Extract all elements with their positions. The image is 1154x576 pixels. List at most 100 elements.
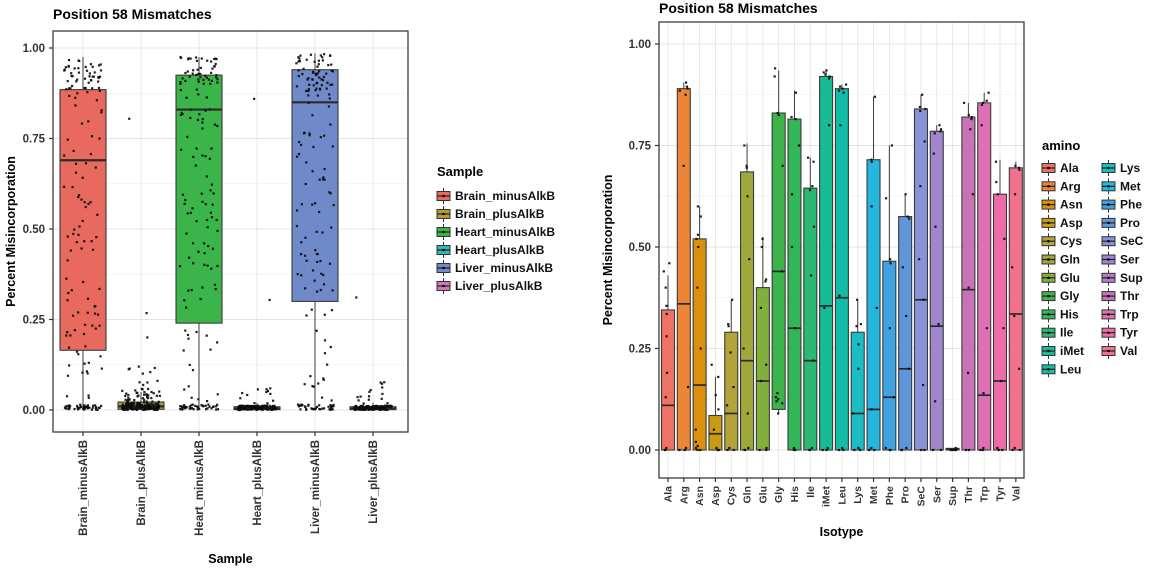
legend-item-Thr: Thr [1101, 288, 1140, 305]
legend-item-Tyr: Tyr [1101, 324, 1138, 341]
legend-item-label: Asp [1060, 216, 1083, 230]
boxplot-Leu [834, 84, 849, 451]
boxplot-Ala [660, 275, 676, 451]
x-tick-label: Heart_minusAlkB [194, 440, 206, 536]
sample-boxplot-figure: 0.00 0.25 0.50 0.75 1.00 Brain_minusAlkB Brain… [4, 6, 555, 566]
legend-item-Phe: Phe [1101, 196, 1142, 213]
x-tick-label: Brain_plusAlkB [136, 440, 148, 526]
x-tick-label: Trp [979, 486, 991, 502]
legend-item-Brain_minusAlkB: Brain_minusAlkB [436, 188, 555, 204]
x-tick-label: Leu [836, 486, 848, 505]
boxplot-Tyr [992, 159, 1008, 451]
legend-item-label: SeC [1120, 234, 1144, 248]
x-tick-label: Ser [931, 486, 943, 503]
legend: Sample Brain_minusAlkB Brain_plusAlkB Heart… [436, 164, 555, 294]
legend-item-label: Leu [1060, 362, 1081, 376]
legend-item-label: Trp [1120, 307, 1139, 321]
legend-item-SeC: SeC [1101, 233, 1144, 250]
boxplot-Ile [803, 157, 818, 451]
legend-item-Met: Met [1101, 178, 1141, 195]
x-axis-title: Sample [208, 552, 253, 566]
legend-item-label: Cys [1060, 234, 1082, 248]
plot-panel [53, 31, 408, 432]
legend-item-label: Liver_plusAlkB [455, 279, 543, 293]
y-tick-label: 0.50 [629, 242, 651, 254]
jitter-points [662, 67, 1021, 452]
x-tick-label: SeC [915, 486, 927, 507]
boxplot-Trp [977, 92, 992, 451]
legend-item-Sup: Sup [1101, 269, 1143, 286]
legend-title: amino [1042, 138, 1080, 153]
legend-item-label: Tyr [1120, 326, 1138, 340]
legend-item-label: Heart_plusAlkB [455, 243, 545, 257]
legend-item-Ile: Ile [1041, 324, 1074, 341]
legend-title: Sample [437, 164, 483, 179]
x-tick-label: Gln [742, 486, 754, 504]
x-tick-label: Cys [726, 486, 738, 505]
x-tick-label: Asn [694, 486, 706, 506]
boxplot-Pro [898, 194, 913, 451]
legend-item-Gly: Gly [1041, 288, 1080, 305]
legend-item-Leu: Leu [1041, 361, 1081, 378]
legend-item-label: Val [1120, 344, 1137, 358]
legend-item-label: Arg [1060, 179, 1081, 193]
boxplot-Val [1008, 161, 1023, 451]
y-tick-label: 0.25 [629, 343, 652, 355]
legend-item-label: Ser [1120, 253, 1140, 267]
x-tick-label: Sup [947, 486, 959, 506]
legend-item-Ser: Ser [1101, 251, 1140, 268]
boxplot-Glu [755, 236, 770, 451]
boxplot-Ser [929, 125, 944, 451]
legend-item-Asp: Asp [1041, 214, 1083, 231]
panel-border [52, 30, 409, 433]
boxplot-Gly [771, 70, 786, 414]
legend-item-label: Ala [1060, 161, 1079, 175]
axis-ticks [655, 43, 1017, 482]
x-tick-label: Glu [757, 486, 769, 504]
legend-item-Cys: Cys [1041, 233, 1082, 250]
x-tick-label: Asp [710, 486, 722, 506]
x-tick-label: Heart_plusAlkB [252, 440, 264, 526]
legend-item-Val: Val [1101, 343, 1137, 359]
legend-item-label: Brain_plusAlkB [455, 207, 545, 221]
legend-item-Ala: Ala [1041, 160, 1079, 176]
legend-item-label: His [1060, 307, 1079, 321]
boxplot-Asp [708, 376, 723, 451]
boxplot-iMet [819, 70, 834, 451]
boxplot-Thr [961, 102, 976, 451]
y-tick-label: 0.75 [23, 133, 46, 145]
y-axis-title: Percent Misincorporation [601, 175, 615, 326]
legend-item-iMet: iMet [1041, 343, 1084, 359]
legend-item-label: Asn [1060, 198, 1083, 212]
legend-item-label: Gly [1060, 289, 1080, 303]
y-tick-label: 1.00 [629, 39, 651, 51]
y-tick-label: 0.75 [629, 140, 652, 152]
axis-ticks [49, 47, 374, 436]
y-tick-label: 0.00 [23, 405, 45, 417]
x-tick-label: Thr [963, 486, 975, 503]
legend-item-label: Ile [1060, 326, 1074, 340]
legend-item-Glu: Glu [1041, 269, 1080, 286]
y-tick-label: 0.25 [23, 314, 46, 326]
legend-item-His: His [1041, 306, 1079, 323]
x-tick-label: iMet [821, 485, 833, 507]
legend-item-Trp: Trp [1101, 306, 1139, 323]
boxplot-Gln [740, 143, 755, 451]
legend-item-label: Met [1120, 179, 1141, 193]
y-axis-title: Percent Misincorporation [4, 156, 18, 307]
legend-item-Liver_plusAlkB: Liver_plusAlkB [436, 278, 543, 294]
x-tick-label: Met [868, 486, 880, 505]
legend-item-Gln: Gln [1041, 251, 1080, 268]
legend-item-label: Phe [1120, 198, 1142, 212]
x-tick-label: Lys [852, 486, 864, 504]
y-tick-label: 0.00 [629, 445, 651, 457]
legend-item-label: Brain_minusAlkB [455, 189, 555, 203]
boxplot-Heart_minusAlkB [175, 57, 223, 410]
legend-item-label: iMet [1060, 344, 1084, 358]
boxplot-Cys [724, 299, 739, 451]
legend-item-Heart_plusAlkB: Heart_plusAlkB [436, 242, 545, 258]
x-tick-label: Arg [678, 486, 690, 504]
x-tick-label: Tyr [995, 486, 1007, 502]
legend-item-label: Thr [1120, 289, 1140, 303]
